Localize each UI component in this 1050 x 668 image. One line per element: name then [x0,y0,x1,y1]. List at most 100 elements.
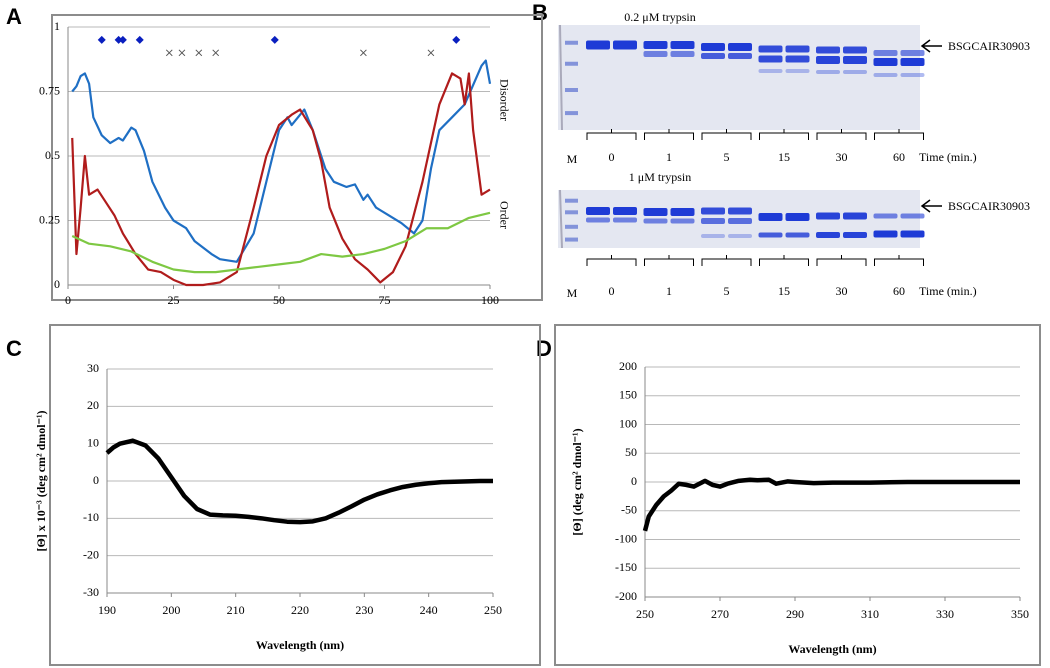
time-point-label: 0 [609,150,615,164]
time-point-label: 15 [778,284,790,298]
protein-band [586,217,610,223]
protein-band [900,73,925,77]
protein-band [728,234,752,238]
protein-band [785,213,810,221]
panel-letter: B [532,0,548,25]
gel-image [558,25,920,130]
diamond-marker [452,35,461,44]
diamond-marker [118,35,127,44]
y-tick-label: 0 [631,474,637,488]
protein-band [758,55,783,63]
lane-bracket [816,129,867,140]
protein-band [816,212,840,220]
gel-edge [559,189,563,249]
gel-edge [559,24,563,131]
lane-bracket [701,129,752,140]
y-tick-label: 30 [87,361,99,375]
band-arrow [920,39,942,53]
protein-band [816,232,840,238]
data-line [105,438,493,525]
annotation: Order [497,201,511,229]
protein-band [701,218,725,224]
protein-band [900,58,925,66]
protein-band [670,208,695,216]
protein-band [758,213,783,221]
lane-bracket [874,255,924,266]
y-tick-label: 0 [93,473,99,487]
diamond-marker [97,35,106,44]
y-axis-label: [Θ] x 10⁻³ (deg cm² dmol⁻¹) [34,410,48,551]
data-line [71,59,492,263]
panel-frame [49,324,541,666]
protein-band [728,53,752,59]
protein-band [701,234,725,238]
x-tick-label: 25 [168,293,180,307]
data-line [71,211,491,274]
x-marker [178,49,186,57]
y-tick-label: -20 [83,547,99,561]
x-tick-label: 230 [355,603,373,617]
x-tick-label: 270 [711,607,729,621]
protein-band [643,51,668,57]
marker-band [565,210,578,215]
diamond-marker [270,35,279,44]
protein-band [728,43,752,51]
x-tick-label: 50 [273,293,285,307]
x-axis-label: Wavelength (nm) [256,638,344,652]
y-tick-label: 100 [619,416,637,430]
y-axis-label: [Θ] (deg cm² dmol⁻¹) [570,428,584,535]
y-tick-label: -30 [83,585,99,599]
time-point-label: 1 [666,150,672,164]
lane-bracket [759,255,809,266]
y-tick-label: 1 [54,19,60,33]
lane-bracket [874,129,924,140]
protein-band [701,207,725,215]
protein-band [701,43,725,51]
protein-band [816,56,840,64]
lane-bracket [759,129,809,140]
y-tick-label: 0.25 [39,212,60,226]
panel-frame [554,324,1041,666]
protein-band [758,45,783,53]
y-tick-label: 50 [625,445,637,459]
time-point-label: 5 [724,284,730,298]
lane-bracket [644,129,694,140]
marker-band [565,198,578,203]
gel-title: 0.2 μM trypsin [624,10,695,24]
time-point-label: 30 [836,150,848,164]
x-tick-label: 250 [636,607,654,621]
marker-band [565,88,578,92]
panel-letter: C [6,336,22,361]
marker-band [565,237,578,242]
protein-band [873,58,898,66]
x-tick-label: 350 [1011,607,1029,621]
x-marker [427,49,435,57]
y-tick-label: 150 [619,388,637,402]
x-tick-label: 310 [861,607,879,621]
protein-band [613,207,637,215]
gel-title: 1 μM trypsin [629,170,691,184]
protein-band [900,50,925,56]
y-tick-label: 10 [87,435,99,449]
x-tick-label: 100 [481,293,499,307]
protein-band [758,69,783,73]
x-tick-label: 75 [379,293,391,307]
panel-letter: D [536,336,552,361]
protein-band [843,56,867,64]
data-line [71,72,491,287]
time-point-label: 30 [836,284,848,298]
protein-band [816,46,840,54]
protein-band [900,213,925,219]
x-tick-label: 190 [98,603,116,617]
lane-bracket [644,255,694,266]
marker-band [565,40,578,45]
x-axis-label: Wavelength (nm) [788,642,876,656]
time-point-label: 15 [778,150,790,164]
diamond-marker [135,35,144,44]
protein-band [843,70,867,74]
protein-band [758,232,783,238]
protein-band [670,218,695,224]
x-tick-label: 240 [420,603,438,617]
time-point-label: 0 [609,284,615,298]
x-tick-label: 290 [786,607,804,621]
